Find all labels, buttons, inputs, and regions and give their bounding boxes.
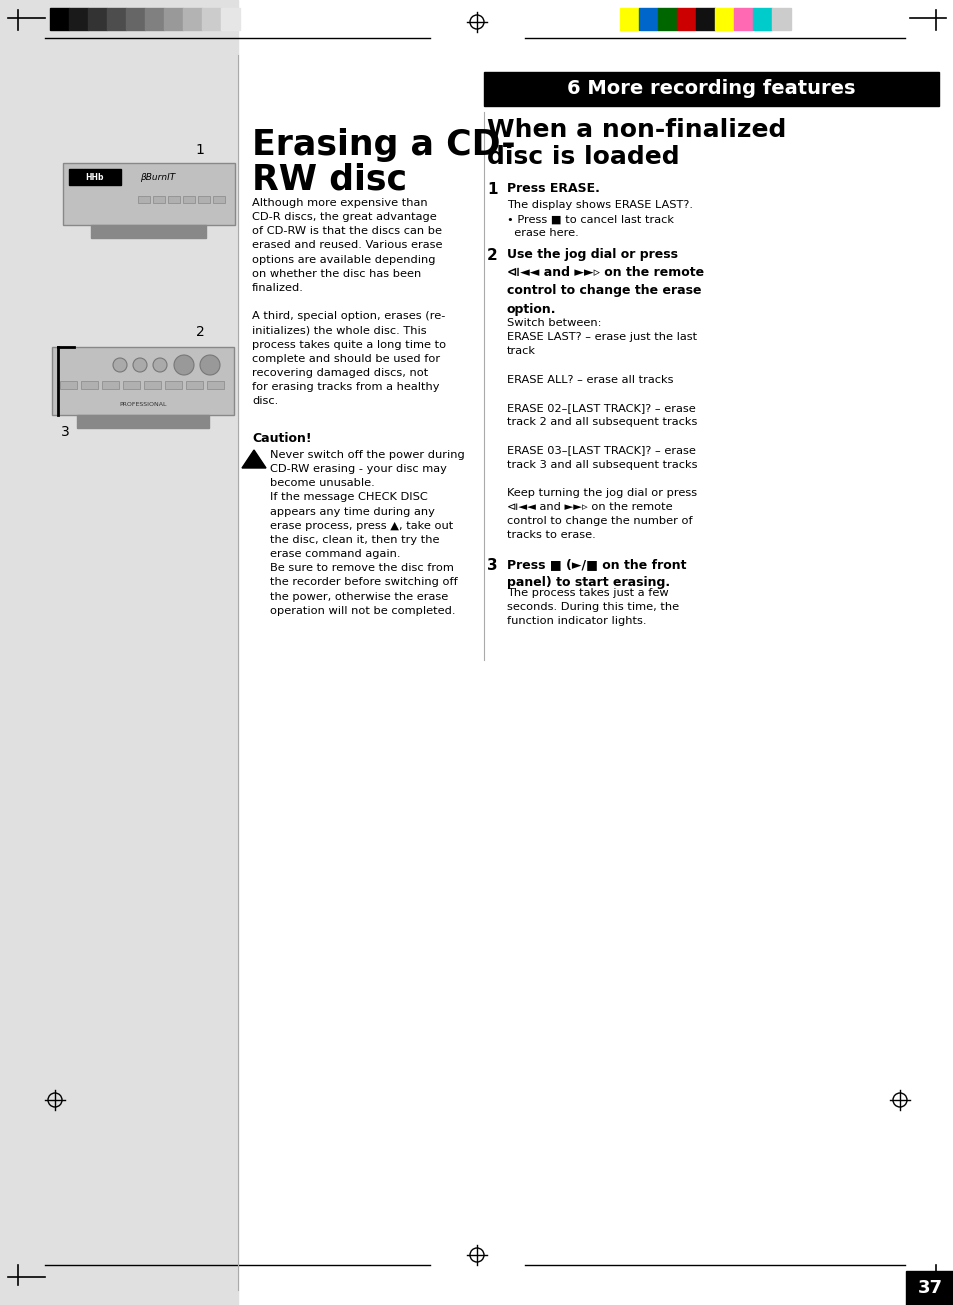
Bar [60,381,77,389]
Text: PROFESSIONAL: PROFESSIONAL [119,402,167,407]
Text: HHb: HHb [86,172,104,181]
Bar [91,224,206,238]
Text: 1: 1 [486,181,497,197]
Bar [69,170,121,185]
Text: 1: 1 [195,144,204,157]
Bar [164,8,183,30]
Bar [69,8,88,30]
Text: The display shows ERASE LAST?.
• Press ■ to cancel last track
  erase here.: The display shows ERASE LAST?. • Press ■… [506,200,692,239]
Bar [0,0,237,1305]
Text: 2: 2 [486,248,497,264]
Bar [88,8,107,30]
Circle shape [152,358,167,372]
Circle shape [112,358,127,372]
Bar [198,196,210,204]
Text: Caution!: Caution! [252,432,312,445]
Bar [52,347,233,415]
Bar [138,196,150,204]
Bar [144,381,161,389]
Bar [221,8,240,30]
Bar [183,8,202,30]
Bar [186,381,203,389]
Bar [733,8,752,30]
Circle shape [132,358,147,372]
Bar [102,381,119,389]
Bar [213,196,225,204]
Text: 2: 2 [195,325,204,339]
Text: disc is loaded: disc is loaded [486,145,679,170]
Polygon shape [242,450,266,468]
Text: RW disc: RW disc [252,162,407,196]
Bar [50,8,69,30]
Bar [63,163,234,224]
Bar [123,381,140,389]
Text: Press ■ (►/■ on the front
panel) to start erasing.: Press ■ (►/■ on the front panel) to star… [506,559,686,589]
Bar [77,415,209,428]
Bar [81,381,98,389]
Text: βBurnIT: βBurnIT [140,172,175,181]
Bar [619,8,639,30]
Bar [905,1271,953,1305]
Bar [696,8,714,30]
Circle shape [200,355,220,375]
Bar [771,8,790,30]
Text: 3: 3 [486,559,497,573]
Bar [639,8,658,30]
Bar [752,8,771,30]
Text: Press ERASE.: Press ERASE. [506,181,599,194]
Bar [202,8,221,30]
Bar [145,8,164,30]
Bar [107,8,126,30]
Text: Switch between:
ERASE LAST? – erase just the last
track

ERASE ALL? – erase all : Switch between: ERASE LAST? – erase just… [506,318,697,540]
Bar [483,72,938,106]
Text: 37: 37 [917,1279,942,1297]
Bar [183,196,194,204]
Text: 3: 3 [61,425,70,438]
Text: Use the jog dial or press
⧏◄◄ and ►►▹ on the remote
control to change the erase
: Use the jog dial or press ⧏◄◄ and ►►▹ on… [506,248,703,316]
Text: 6 More recording features: 6 More recording features [567,80,855,98]
Text: Never switch off the power during
CD-RW erasing - your disc may
become unusable.: Never switch off the power during CD-RW … [270,450,464,616]
Bar [714,8,733,30]
Text: When a non-finalized: When a non-finalized [486,117,785,142]
Bar [126,8,145,30]
Text: The process takes just a few
seconds. During this time, the
function indicator l: The process takes just a few seconds. Du… [506,589,679,626]
Bar [152,196,165,204]
Text: Erasing a CD-: Erasing a CD- [252,128,515,162]
Bar [165,381,182,389]
Text: Although more expensive than
CD-R discs, the great advantage
of CD-RW is that th: Although more expensive than CD-R discs,… [252,198,446,406]
Bar [168,196,180,204]
Bar [207,381,224,389]
Bar [658,8,677,30]
Bar [677,8,696,30]
Circle shape [173,355,193,375]
